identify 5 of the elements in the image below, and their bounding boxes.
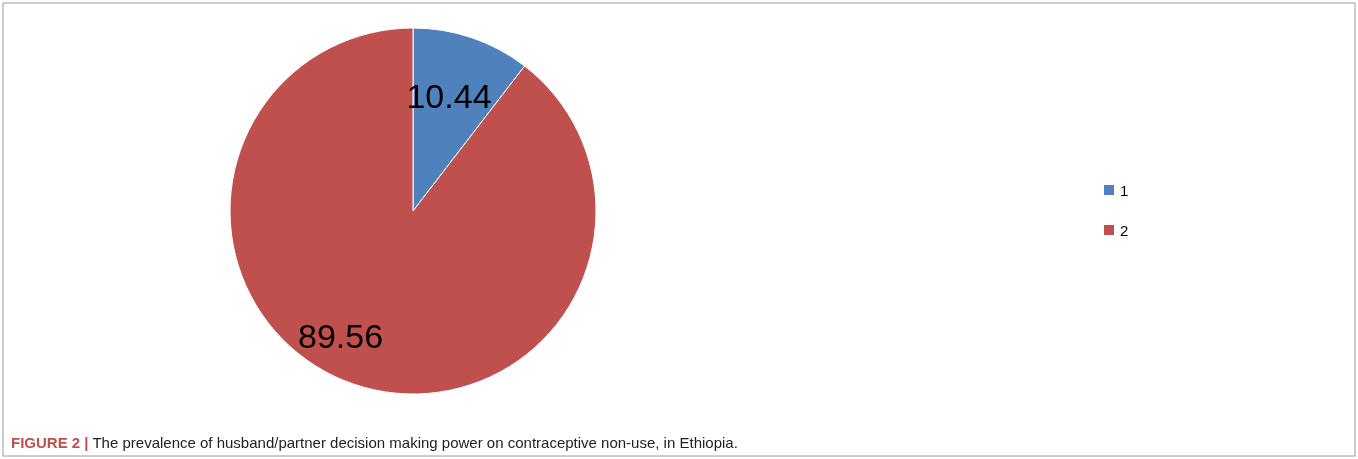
legend-label: 1	[1120, 181, 1129, 199]
legend-label: 2	[1120, 221, 1129, 239]
data-label: 89.56	[298, 317, 384, 356]
pie-slice	[229, 27, 597, 395]
text: FIGURE 2 | The prevalence of husband/partner decision making power on contraceptive non-use, in Ethiopia.	[11, 433, 738, 451]
